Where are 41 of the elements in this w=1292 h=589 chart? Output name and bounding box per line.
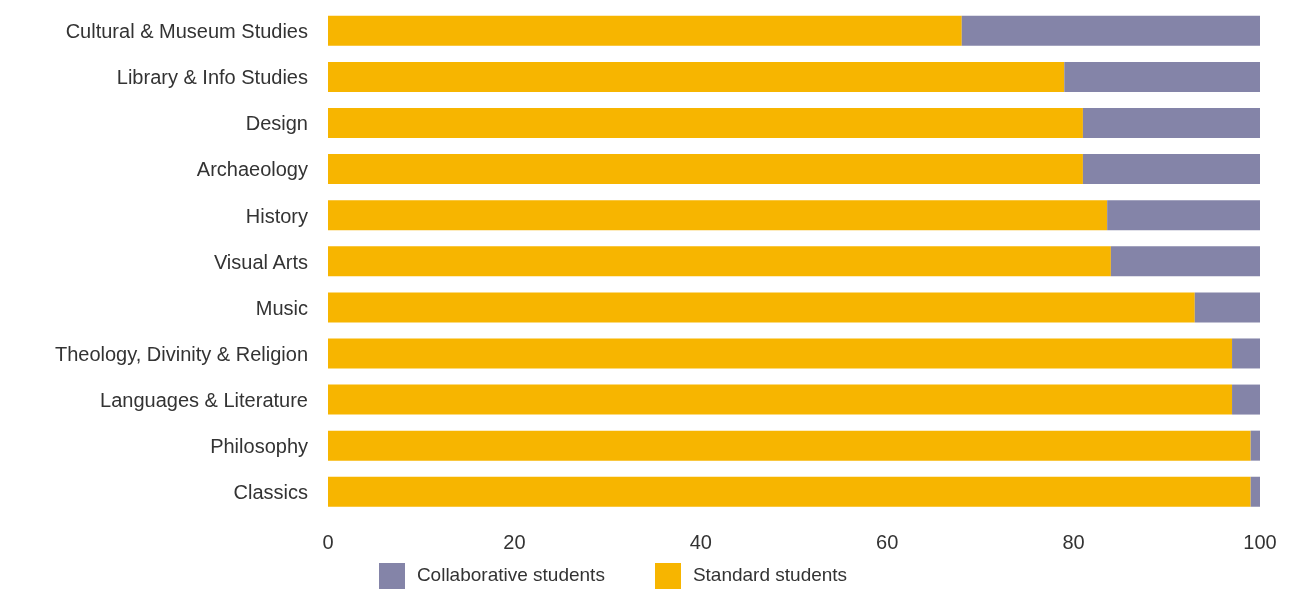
bar <box>328 430 1251 461</box>
bar <box>1232 384 1260 415</box>
bar <box>1194 292 1260 323</box>
y-tick-label: Music <box>255 296 308 319</box>
bar <box>328 200 1108 231</box>
bar <box>328 61 1065 92</box>
bar <box>1064 61 1260 92</box>
bar <box>328 292 1195 323</box>
bar <box>328 154 1083 185</box>
y-tick-label: Design <box>245 112 308 135</box>
bar <box>328 15 962 46</box>
y-tick-label: Cultural & Museum Studies <box>65 20 308 43</box>
x-tick-label: 80 <box>1062 531 1085 554</box>
bar <box>1107 200 1260 231</box>
bar <box>1232 338 1260 369</box>
y-tick-label: Visual Arts <box>213 250 308 273</box>
x-tick-label: 100 <box>1243 531 1277 554</box>
bar <box>1250 430 1260 461</box>
y-tick-label: Philosophy <box>210 434 308 457</box>
bar <box>328 108 1083 139</box>
bar <box>1082 154 1260 185</box>
y-tick-label: Theology, Divinity & Religion <box>54 342 308 365</box>
y-tick-label: Archaeology <box>196 158 308 181</box>
x-tick-label: 20 <box>503 531 526 554</box>
bar <box>328 338 1233 369</box>
x-tick-label: 0 <box>322 531 334 554</box>
bar <box>328 384 1233 415</box>
x-tick-label: 60 <box>876 531 899 554</box>
legend-label: Standard students <box>692 564 848 586</box>
x-tick-label: 40 <box>689 531 712 554</box>
bar <box>1250 476 1260 507</box>
y-tick-label: History <box>245 204 308 227</box>
bar <box>961 15 1260 46</box>
bar <box>1110 246 1260 277</box>
bar <box>1082 108 1260 139</box>
y-tick-label: Library & Info Studies <box>116 66 308 89</box>
bar <box>328 476 1251 507</box>
legend-label: Collaborative students <box>416 564 605 586</box>
bar <box>328 246 1111 277</box>
y-tick-label: Languages & Literature <box>100 388 308 411</box>
y-tick-label: Classics <box>233 481 308 504</box>
